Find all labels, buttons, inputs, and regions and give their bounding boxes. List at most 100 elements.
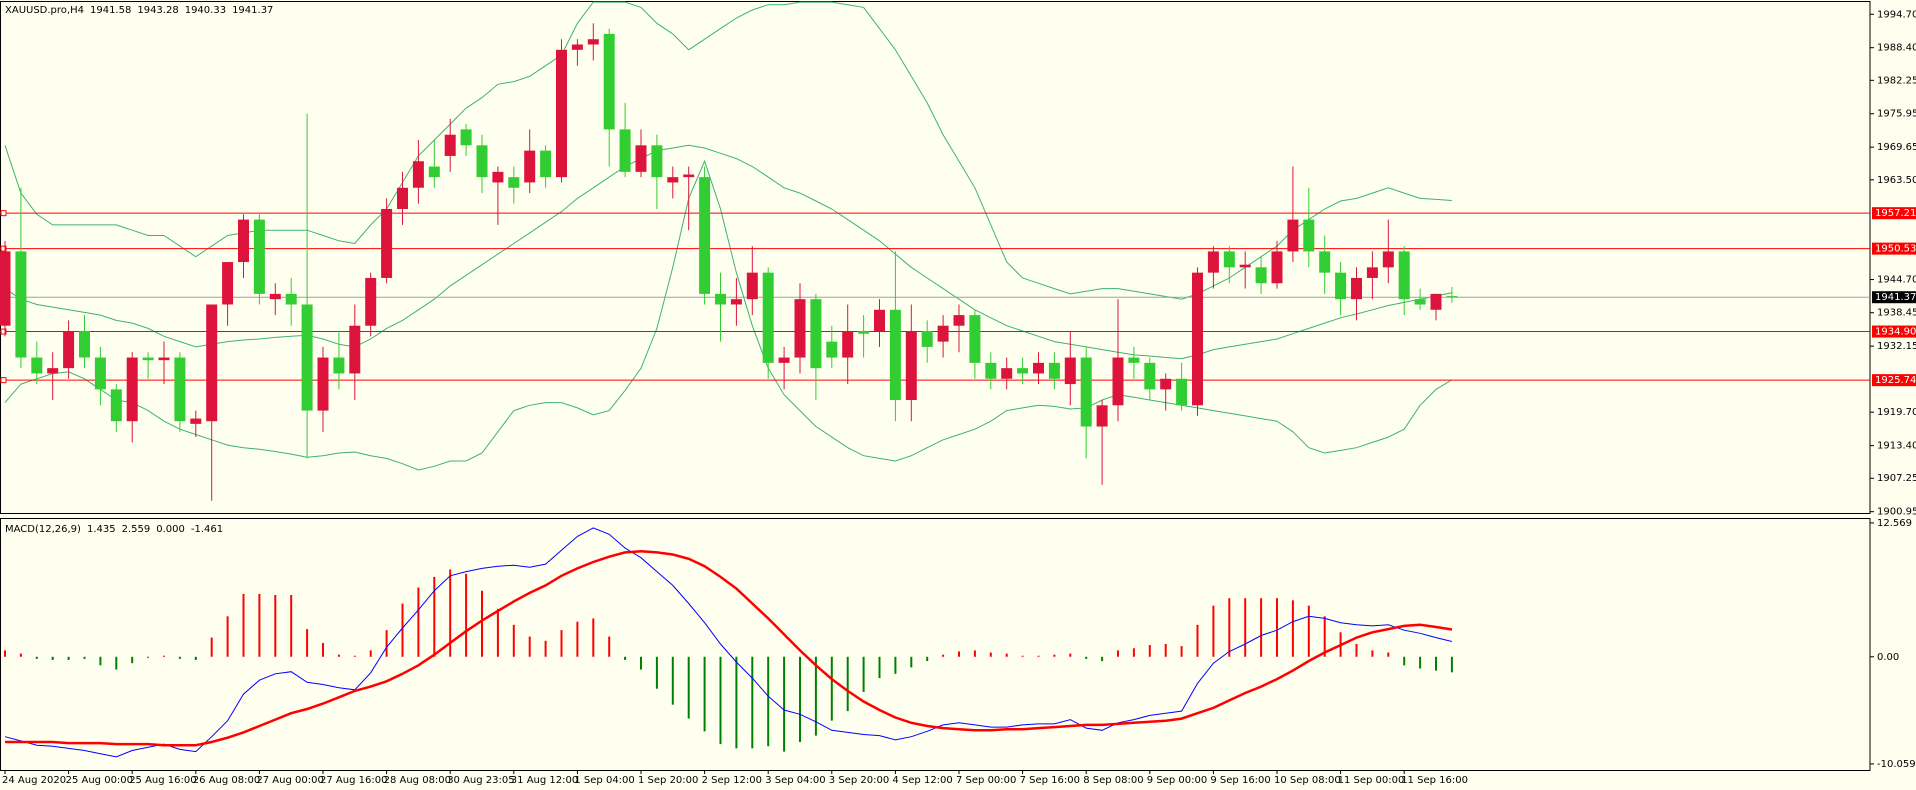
x-tick-label: 31 Aug 12:00 bbox=[511, 775, 578, 786]
y-tick-label: 1982.25 bbox=[1877, 75, 1916, 86]
y-tick-label: 1963.50 bbox=[1877, 175, 1916, 186]
candle-body bbox=[31, 357, 43, 374]
y-tick-label: 1900.95 bbox=[1877, 507, 1916, 518]
x-tick-label: 3 Sep 20:00 bbox=[829, 775, 889, 786]
candle-body bbox=[15, 251, 27, 358]
candle-body bbox=[460, 129, 472, 146]
macd-line bbox=[5, 550, 1453, 747]
y-tick-label: 1944.70 bbox=[1877, 275, 1916, 286]
candle-body bbox=[540, 150, 552, 178]
candle-body bbox=[1176, 378, 1188, 406]
candle-body bbox=[365, 277, 377, 326]
chart-title: XAUUSD.pro,H4 1941.58 1943.28 1940.33 1941.3… bbox=[5, 5, 273, 16]
candle-body bbox=[444, 134, 456, 156]
candle-body bbox=[778, 357, 790, 363]
panel-frame bbox=[0, 518, 1871, 771]
candle-body bbox=[1287, 219, 1299, 252]
x-tick-label: 10 Sep 08:00 bbox=[1274, 775, 1341, 786]
bollinger-band bbox=[4, 144, 1452, 360]
panel-frame bbox=[0, 1, 1871, 514]
x-tick-label: 4 Sep 12:00 bbox=[892, 775, 952, 786]
x-tick-label: 30 Aug 23:05 bbox=[447, 775, 514, 786]
ohlc-readout: 1941.37 bbox=[232, 5, 273, 16]
candle-body bbox=[1096, 405, 1108, 427]
x-tick-label: 8 Sep 08:00 bbox=[1083, 775, 1143, 786]
candle-body bbox=[1144, 362, 1156, 390]
candle-body bbox=[1382, 251, 1394, 268]
x-tick-label: 1 Sep 04:00 bbox=[574, 775, 634, 786]
candle-body bbox=[651, 145, 663, 178]
indicator-title: MACD(12,26,9) 1.435 2.559 0.000 -1.461 bbox=[5, 524, 223, 535]
y-tick-label: 1988.40 bbox=[1877, 43, 1916, 54]
candle-body bbox=[190, 418, 202, 424]
candle-body bbox=[1080, 357, 1092, 427]
candle-body bbox=[826, 341, 838, 358]
bollinger-band bbox=[4, 159, 1453, 471]
candle-body bbox=[730, 299, 742, 305]
x-tick-label: 25 Aug 16:00 bbox=[129, 775, 196, 786]
candle-body bbox=[1017, 368, 1029, 374]
symbol: XAUUSD.pro,H4 bbox=[5, 5, 84, 16]
ohlc-readout: 1943.28 bbox=[137, 5, 178, 16]
candle-body bbox=[937, 325, 949, 342]
candle-body bbox=[715, 293, 726, 305]
candle-body bbox=[1255, 267, 1267, 284]
candle-body bbox=[571, 44, 583, 50]
candle-body bbox=[762, 272, 774, 363]
candle-body bbox=[301, 304, 313, 411]
x-tick-label: 2 Sep 12:00 bbox=[702, 775, 762, 786]
candle-body bbox=[858, 331, 870, 334]
candle-body bbox=[556, 49, 567, 178]
x-tick-label: 3 Sep 04:00 bbox=[765, 775, 825, 786]
candle-body bbox=[206, 304, 218, 422]
candle-body bbox=[269, 293, 281, 300]
candle-body bbox=[969, 315, 981, 363]
x-tick-label: 9 Sep 16:00 bbox=[1210, 775, 1270, 786]
macd-line bbox=[4, 527, 1453, 758]
current-price-tag bbox=[1872, 291, 1916, 304]
candle-body bbox=[794, 299, 806, 358]
candle-body bbox=[222, 262, 234, 305]
x-tick-label: 7 Sep 16:00 bbox=[1020, 775, 1080, 786]
candle-body bbox=[428, 166, 440, 178]
candle-body bbox=[1239, 264, 1251, 268]
x-tick-label: 27 Aug 16:00 bbox=[320, 775, 387, 786]
candle-body bbox=[238, 219, 249, 263]
y-tick-label: 0.00 bbox=[1877, 652, 1899, 663]
price-level-anchor bbox=[0, 210, 7, 217]
candle-body bbox=[47, 368, 59, 374]
candle-body bbox=[1351, 277, 1362, 300]
indicator-readout: -1.461 bbox=[191, 524, 223, 535]
candle-body bbox=[699, 177, 711, 294]
x-tick-label: 25 Aug 00:00 bbox=[66, 775, 133, 786]
ohlc-readout: 1940.33 bbox=[185, 5, 226, 16]
candle-body bbox=[1160, 378, 1172, 390]
candle-body bbox=[635, 145, 647, 172]
candle-body bbox=[381, 208, 393, 278]
candle-body bbox=[94, 357, 106, 390]
candle-body bbox=[746, 272, 758, 300]
price-level-anchor bbox=[0, 245, 7, 252]
indicator-readout: 1.435 bbox=[87, 524, 116, 535]
indicator-readout: 0.000 bbox=[156, 524, 185, 535]
candle-body bbox=[1414, 299, 1426, 305]
candle-body bbox=[1430, 293, 1442, 310]
candle-body bbox=[874, 309, 885, 332]
candle-body bbox=[253, 219, 265, 294]
price-level-tag bbox=[1872, 374, 1916, 387]
price-level-tag bbox=[1872, 325, 1916, 338]
candle-body bbox=[810, 299, 822, 369]
candle-body bbox=[397, 187, 408, 209]
candle-body bbox=[142, 357, 154, 361]
y-tick-label: 1938.45 bbox=[1877, 308, 1916, 319]
price-level-label: 1950.53 bbox=[1875, 244, 1916, 255]
price-level-label: 1934.90 bbox=[1875, 327, 1916, 338]
y-tick-label: 1907.25 bbox=[1877, 473, 1916, 484]
candle-body bbox=[683, 174, 695, 178]
candle-body bbox=[412, 161, 424, 188]
y-tick-label: 1975.95 bbox=[1877, 109, 1916, 120]
candle-body bbox=[158, 357, 170, 361]
candle-body bbox=[79, 331, 90, 358]
